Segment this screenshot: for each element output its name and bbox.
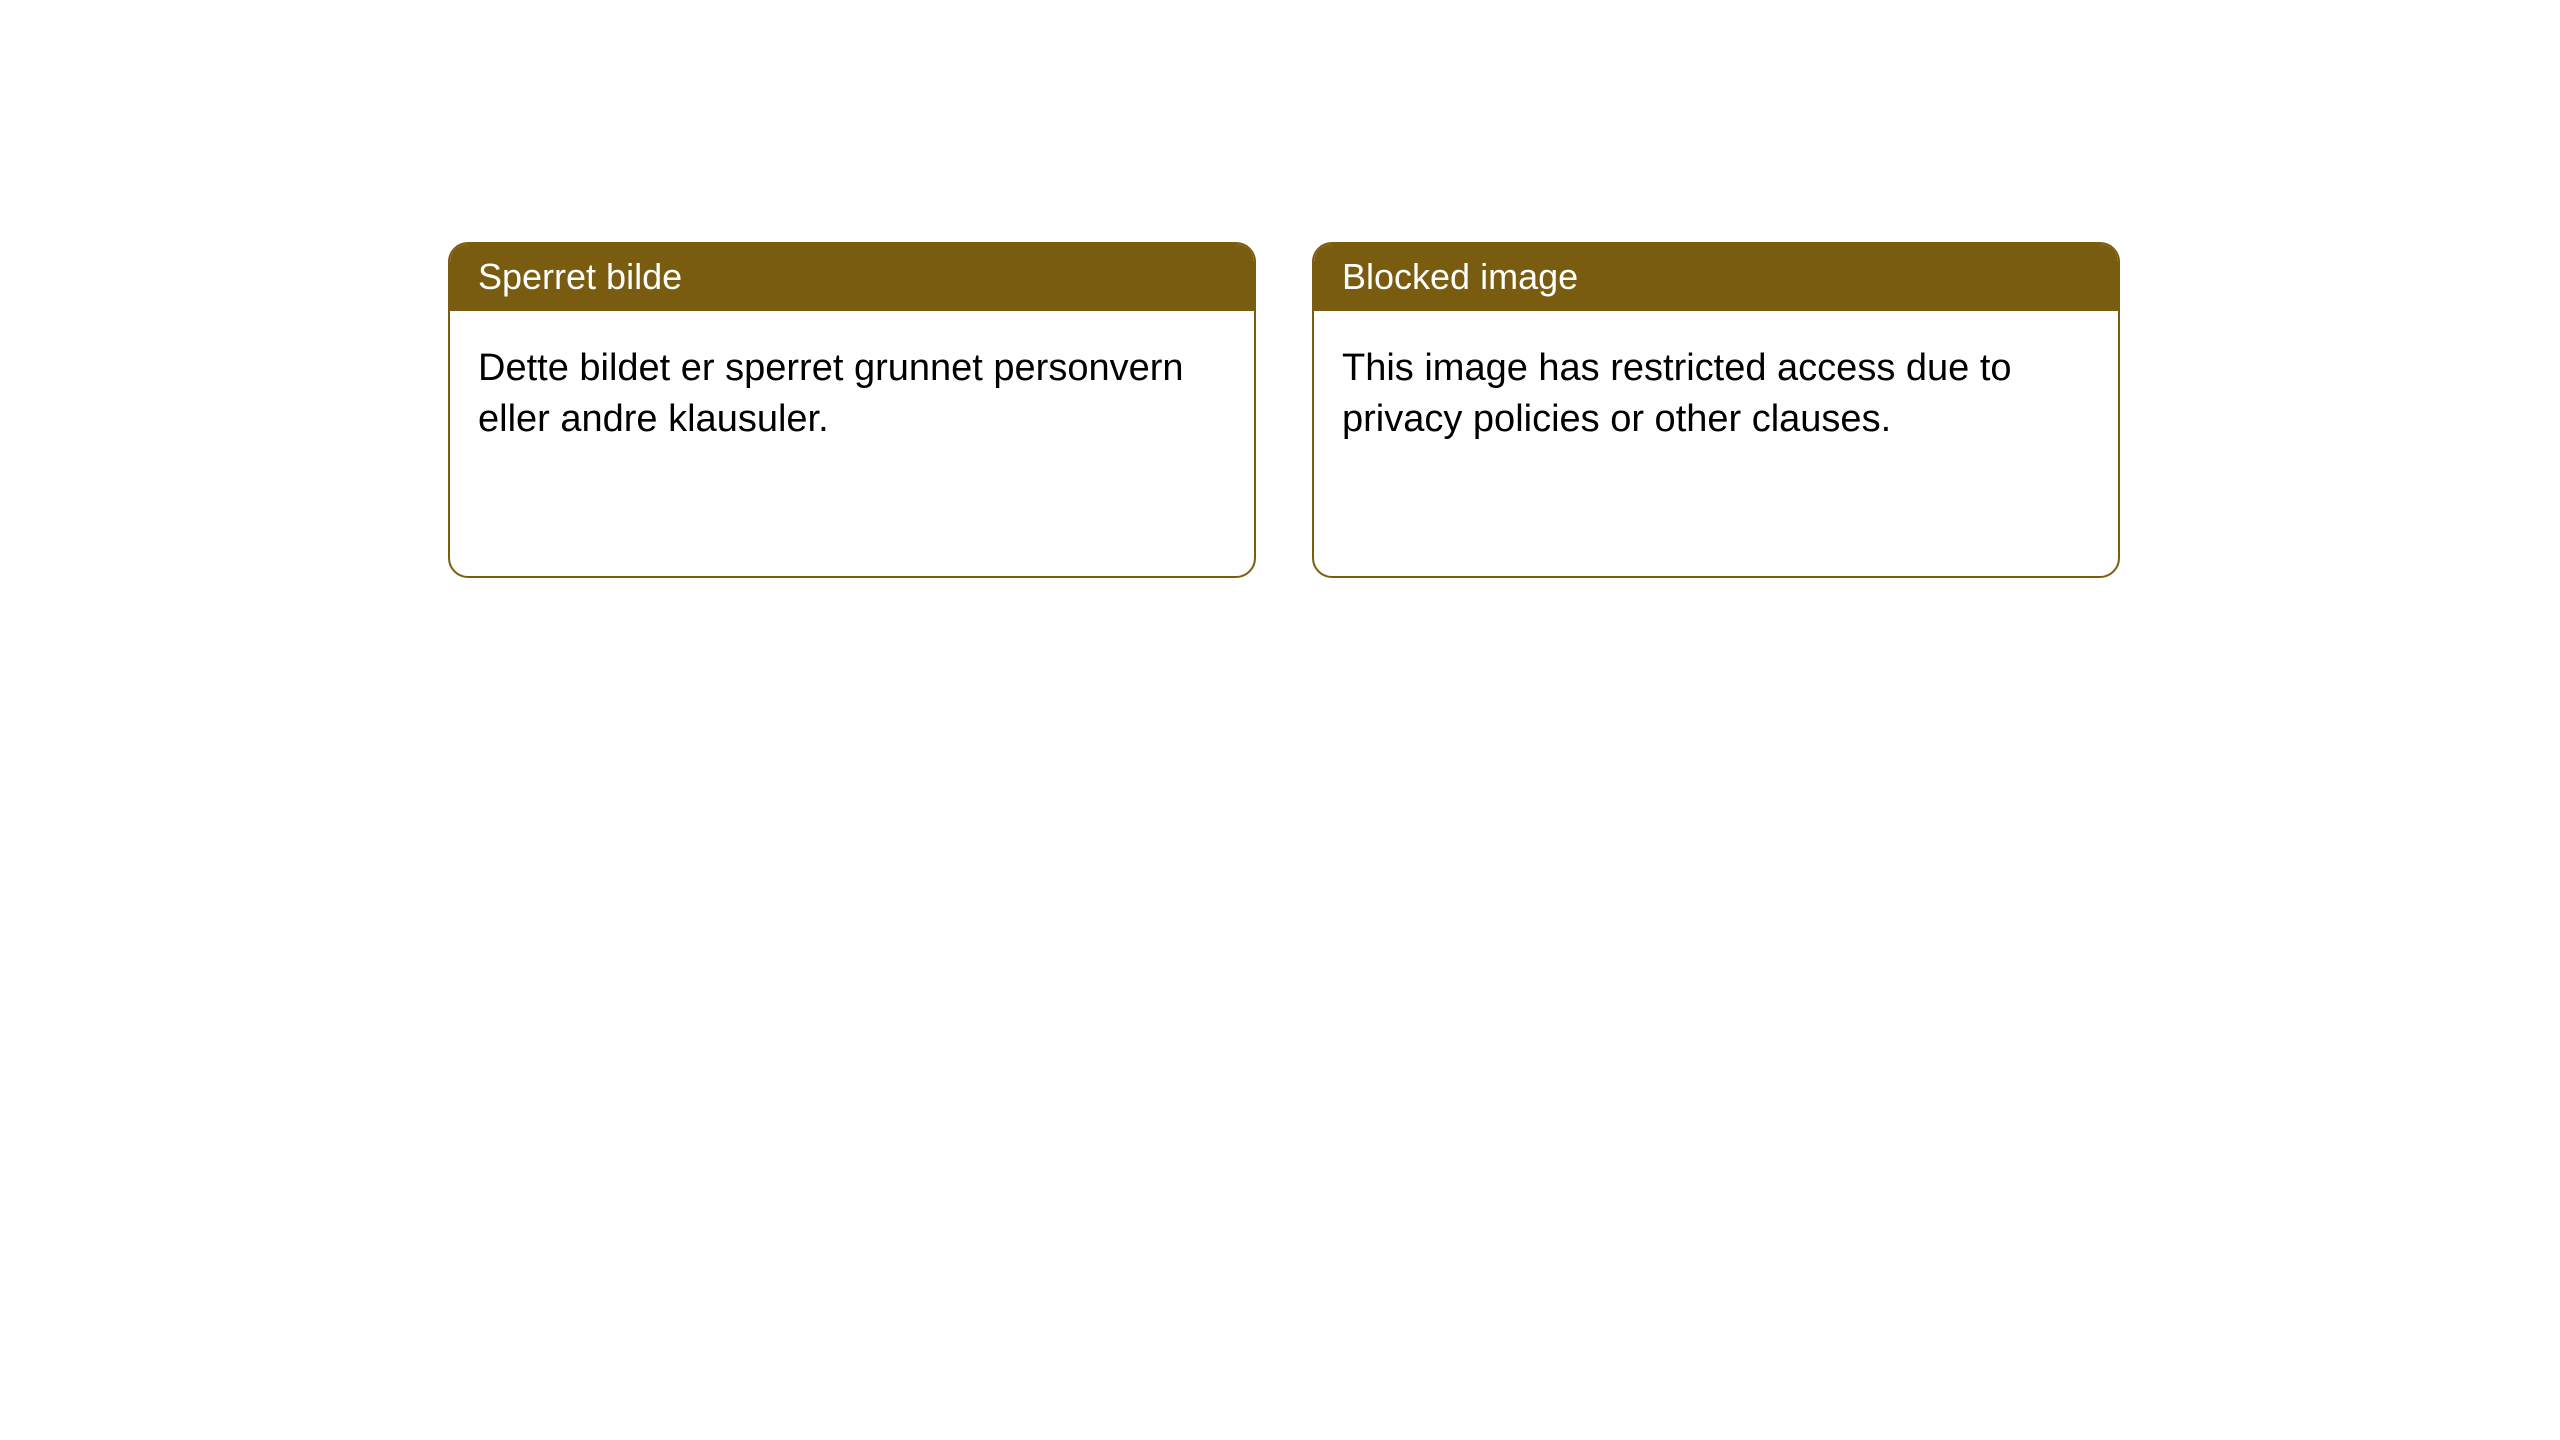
notice-body: Dette bildet er sperret grunnet personve… [450, 311, 1254, 478]
notice-body-text: Dette bildet er sperret grunnet personve… [478, 347, 1184, 440]
notice-box-english: Blocked image This image has restricted … [1312, 242, 2120, 578]
notice-box-norwegian: Sperret bilde Dette bildet er sperret gr… [448, 242, 1256, 578]
notice-body: This image has restricted access due to … [1314, 311, 2118, 478]
notice-body-text: This image has restricted access due to … [1342, 347, 2012, 440]
notice-header: Blocked image [1314, 244, 2118, 311]
notices-container: Sperret bilde Dette bildet er sperret gr… [0, 0, 2560, 578]
notice-title: Blocked image [1342, 256, 1578, 297]
notice-header: Sperret bilde [450, 244, 1254, 311]
notice-title: Sperret bilde [478, 256, 682, 297]
